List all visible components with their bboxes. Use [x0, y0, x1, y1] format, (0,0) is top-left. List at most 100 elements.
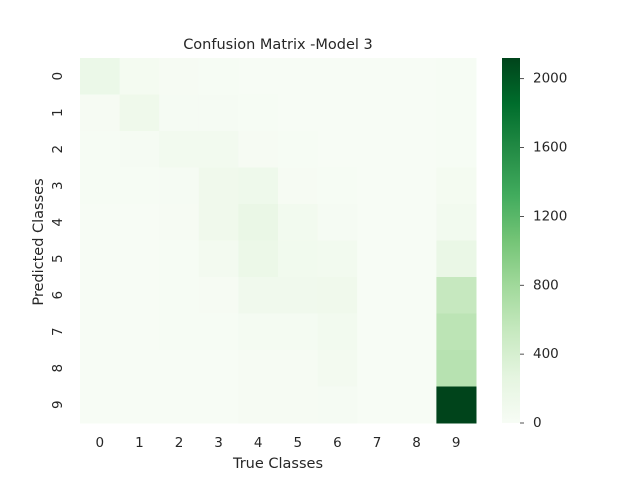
heatmap-cell — [357, 386, 398, 424]
heatmap-cell — [80, 167, 121, 205]
heatmap-cell — [357, 313, 398, 351]
heatmap-cell — [436, 58, 477, 95]
heatmap-cell — [357, 131, 398, 168]
heatmap-cell — [80, 277, 121, 314]
x-tick-label: 7 — [373, 435, 382, 451]
heatmap-cell — [396, 386, 437, 424]
heatmap-cell — [159, 313, 200, 351]
y-tick-label: 5 — [50, 254, 66, 263]
heatmap-cell — [436, 277, 477, 314]
heatmap-cell — [198, 131, 239, 168]
heatmap-cell — [278, 204, 319, 241]
heatmap-cell — [396, 204, 437, 241]
heatmap-cell — [436, 240, 477, 278]
heatmap-cell — [119, 167, 160, 205]
heatmap-cell — [278, 58, 319, 95]
heatmap-cell — [119, 386, 160, 424]
heatmap-cell — [159, 131, 200, 168]
x-tick-label: 1 — [135, 435, 144, 451]
heatmap-cell — [357, 350, 398, 387]
heatmap-cell — [119, 313, 160, 351]
heatmap-cell — [317, 313, 358, 351]
x-tick-label: 5 — [294, 435, 303, 451]
heatmap-cell — [238, 240, 279, 278]
heatmap-cell — [317, 350, 358, 387]
heatmap-cell — [198, 350, 239, 387]
heatmap-cell — [278, 94, 319, 132]
heatmap-cell — [436, 386, 477, 424]
y-tick-labels: 0 1 2 3 4 5 6 7 8 9 — [50, 72, 66, 409]
heatmap-cell — [80, 94, 121, 132]
heatmap-cell — [80, 58, 121, 95]
heatmap-cell — [317, 240, 358, 278]
heatmap-cell — [278, 167, 319, 205]
x-tick-labels: 0 1 2 3 4 5 6 7 8 9 — [96, 435, 461, 451]
heatmap-cell — [436, 350, 477, 387]
heatmap-cell — [198, 94, 239, 132]
heatmap-cell — [119, 204, 160, 241]
heatmap-cell — [198, 58, 239, 95]
heatmap-cell — [119, 277, 160, 314]
heatmap-cell — [357, 204, 398, 241]
heatmap-cell — [119, 131, 160, 168]
heatmap-cell — [317, 58, 358, 95]
heatmap-cell — [238, 94, 279, 132]
heatmap-cell — [396, 277, 437, 314]
heatmap-cell — [119, 58, 160, 95]
heatmap-cell — [198, 204, 239, 241]
heatmap-cell — [317, 386, 358, 424]
heatmap-cell — [317, 277, 358, 314]
heatmap-cell — [278, 350, 319, 387]
heatmap-cell — [436, 94, 477, 132]
x-tick-label: 2 — [175, 435, 184, 451]
heatmap-cell — [278, 131, 319, 168]
heatmap-cell — [238, 131, 279, 168]
heatmap-cell — [198, 240, 239, 278]
heatmap-cell — [396, 167, 437, 205]
heatmap-cell — [238, 58, 279, 95]
colorbar-tick-label: 1200 — [533, 208, 567, 224]
heatmap-cell — [159, 350, 200, 387]
heatmap-cell — [80, 313, 121, 351]
heatmap-cell — [238, 386, 279, 424]
heatmap-cell — [159, 167, 200, 205]
heatmap-cell — [436, 313, 477, 351]
heatmap-cell — [198, 167, 239, 205]
heatmap-cells — [80, 58, 477, 424]
x-tick-label: 6 — [333, 435, 342, 451]
heatmap-cell — [278, 313, 319, 351]
heatmap-cell — [317, 131, 358, 168]
colorbar-tick-label: 400 — [533, 346, 559, 362]
y-tick-label: 6 — [50, 291, 66, 300]
heatmap-cell — [238, 167, 279, 205]
heatmap-cell — [198, 386, 239, 424]
colorbar — [502, 58, 520, 423]
heatmap-cell — [159, 240, 200, 278]
heatmap-cell — [238, 350, 279, 387]
heatmap-cell — [396, 94, 437, 132]
heatmap-cell — [396, 240, 437, 278]
heatmap-cell — [80, 131, 121, 168]
heatmap-cell — [119, 350, 160, 387]
heatmap-cell — [80, 386, 121, 424]
heatmap-cell — [357, 277, 398, 314]
heatmap-cell — [396, 58, 437, 95]
heatmap-cell — [396, 313, 437, 351]
heatmap-cell — [436, 131, 477, 168]
y-tick-label: 7 — [50, 327, 66, 336]
heatmap-cell — [317, 204, 358, 241]
heatmap-cell — [80, 240, 121, 278]
y-tick-label: 4 — [50, 218, 66, 227]
heatmap-cell — [119, 94, 160, 132]
heatmap-cell — [396, 131, 437, 168]
y-tick-label: 2 — [50, 145, 66, 154]
y-tick-label: 0 — [50, 72, 66, 81]
heatmap-cell — [80, 204, 121, 241]
heatmap-cell — [357, 167, 398, 205]
heatmap-cell — [436, 167, 477, 205]
heatmap-cell — [357, 240, 398, 278]
heatmap-cell — [317, 94, 358, 132]
heatmap-cell — [238, 277, 279, 314]
